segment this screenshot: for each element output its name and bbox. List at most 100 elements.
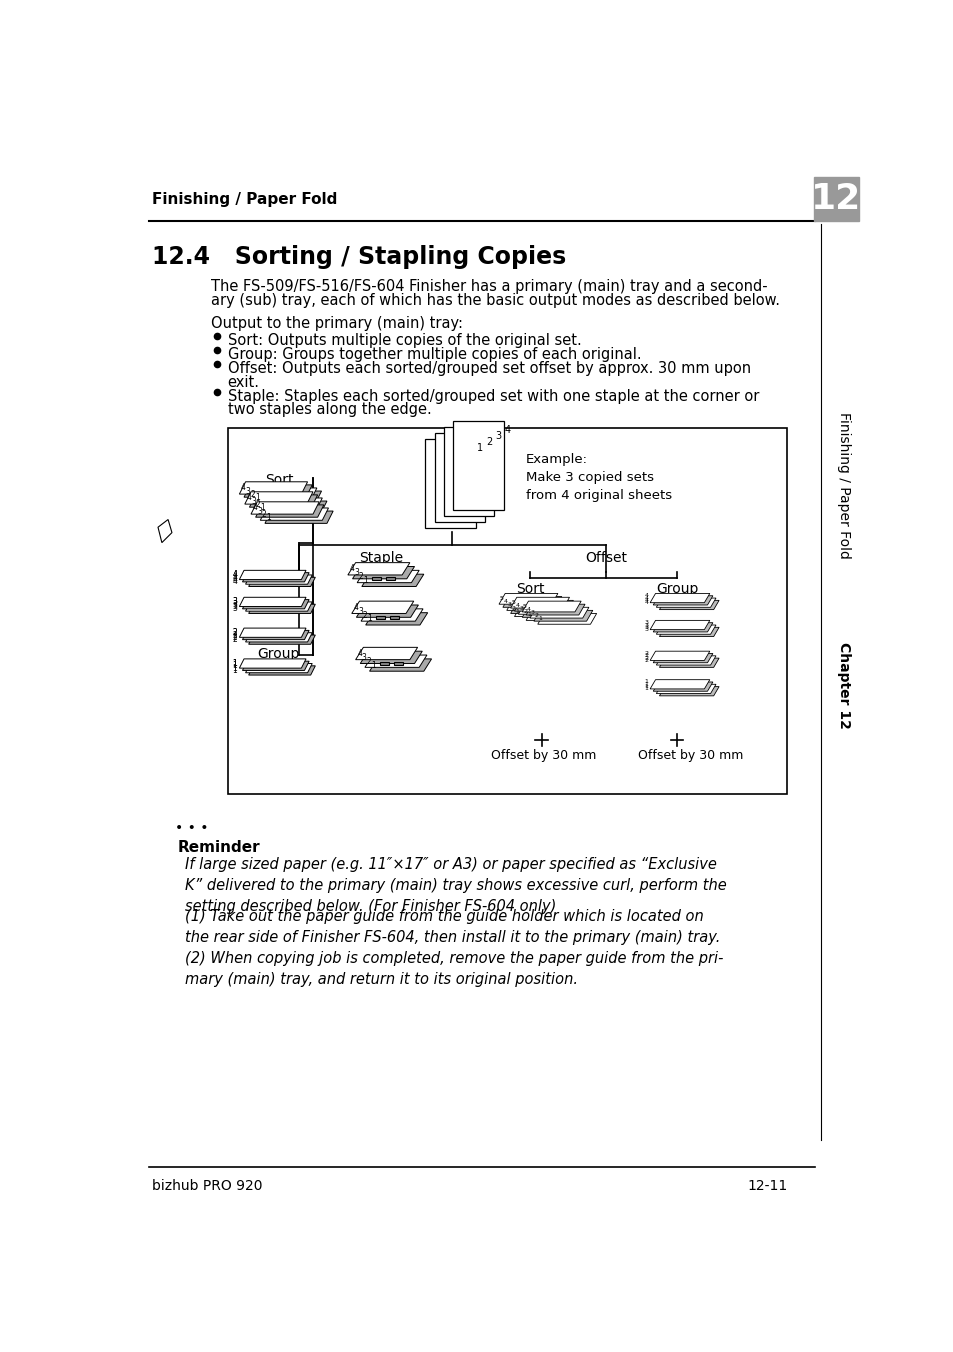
Polygon shape [245,492,313,504]
Polygon shape [510,603,569,614]
Text: 1: 1 [371,661,375,669]
Bar [394,662,402,665]
Text: Example:
Make 3 copied sets
from 4 original sheets: Example: Make 3 copied sets from 4 origi… [525,453,672,503]
Polygon shape [249,577,315,587]
Text: 4: 4 [241,484,246,492]
Text: Finishing / Paper Fold: Finishing / Paper Fold [836,412,850,560]
Text: 12-11: 12-11 [746,1179,786,1192]
Polygon shape [659,687,719,696]
Polygon shape [656,684,716,694]
Polygon shape [348,562,410,575]
Polygon shape [360,652,422,664]
Text: 1: 1 [233,667,236,675]
Text: 3: 3 [354,568,358,577]
Polygon shape [649,621,709,630]
Polygon shape [656,598,716,607]
Text: 2: 2 [233,633,236,642]
Polygon shape [521,607,580,618]
Text: 3: 3 [644,627,648,633]
Text: 2: 2 [644,656,648,661]
Polygon shape [260,508,328,521]
Polygon shape [537,614,596,625]
Text: 4: 4 [644,596,648,600]
Text: Staple: Staples each sorted/grouped set with one staple at the corner or: Staple: Staples each sorted/grouped set … [228,388,759,404]
Text: Staple: Staple [358,552,403,565]
Text: 1: 1 [476,443,482,453]
Polygon shape [361,575,423,587]
Polygon shape [249,665,315,675]
Text: ary (sub) tray, each of which has the basic output modes as described below.: ary (sub) tray, each of which has the ba… [211,293,779,308]
Text: 4: 4 [232,577,236,587]
Text: Sort: Sort [516,581,543,596]
Text: 1: 1 [526,612,530,618]
Text: 2: 2 [233,629,236,637]
Text: 3: 3 [518,606,522,611]
Bar [814,177,858,220]
Bar [390,615,398,619]
Text: 3: 3 [644,622,648,627]
Polygon shape [653,653,712,662]
Polygon shape [356,604,418,618]
Text: 1: 1 [363,576,368,585]
Bar [425,439,476,529]
Text: 4: 4 [504,425,510,435]
Text: 3: 3 [251,496,255,506]
Text: 2: 2 [485,437,492,448]
Polygon shape [502,596,561,607]
Text: 3: 3 [257,507,262,515]
Text: 1: 1 [260,503,265,511]
Polygon shape [656,656,716,665]
Text: Offset by 30 mm: Offset by 30 mm [638,749,743,763]
Polygon shape [360,608,422,621]
Polygon shape [525,610,584,621]
Text: 4: 4 [353,603,357,612]
Polygon shape [659,600,719,610]
Polygon shape [242,661,309,671]
Text: 1: 1 [537,617,542,622]
Text: Sort: Outputs multiple copies of the original set.: Sort: Outputs multiple copies of the ori… [228,333,581,349]
Text: 1: 1 [644,681,648,687]
Text: 1: 1 [233,658,236,668]
Polygon shape [355,648,417,660]
Polygon shape [506,599,565,610]
Text: 4: 4 [526,607,530,612]
Polygon shape [656,625,716,634]
Text: 3: 3 [232,602,236,611]
Text: bizhub PRO 920: bizhub PRO 920 [152,1179,262,1192]
Text: 1: 1 [644,680,648,684]
Text: 3: 3 [232,600,236,608]
Text: 12.4   Sorting / Stapling Copies: 12.4 Sorting / Stapling Copies [152,246,565,269]
Text: 2: 2 [366,657,371,665]
Text: 1: 1 [254,492,259,502]
Text: The FS-509/FS-516/FS-604 Finisher has a primary (main) tray and a second-: The FS-509/FS-516/FS-604 Finisher has a … [211,280,766,295]
Polygon shape [653,596,712,604]
Text: 2: 2 [534,614,538,618]
Bar [385,577,395,580]
Polygon shape [251,502,319,514]
Bar [372,577,381,580]
Text: 5: 5 [499,596,503,602]
Polygon shape [158,519,172,542]
Text: 1: 1 [367,614,372,623]
Text: Reminder: Reminder [177,840,260,854]
Text: 2: 2 [644,652,648,656]
Polygon shape [649,680,709,690]
Text: Group: Groups together multiple copies of each original.: Group: Groups together multiple copies o… [228,347,640,362]
Text: Offset by 30 mm: Offset by 30 mm [491,749,596,763]
Text: 2: 2 [362,611,367,619]
Text: 4: 4 [349,564,354,573]
Bar [453,420,503,510]
Text: Offset: Outputs each sorted/grouped set offset by approx. 30 mm upon: Offset: Outputs each sorted/grouped set … [228,361,750,376]
Text: 2: 2 [358,572,363,581]
Polygon shape [514,600,573,611]
Polygon shape [249,604,315,614]
Polygon shape [245,602,312,611]
Polygon shape [517,603,577,614]
Polygon shape [530,607,588,618]
Text: 3: 3 [357,607,362,615]
Polygon shape [659,627,719,637]
Text: 4: 4 [246,493,251,503]
Polygon shape [239,658,306,668]
Polygon shape [249,635,315,645]
Polygon shape [245,575,312,584]
